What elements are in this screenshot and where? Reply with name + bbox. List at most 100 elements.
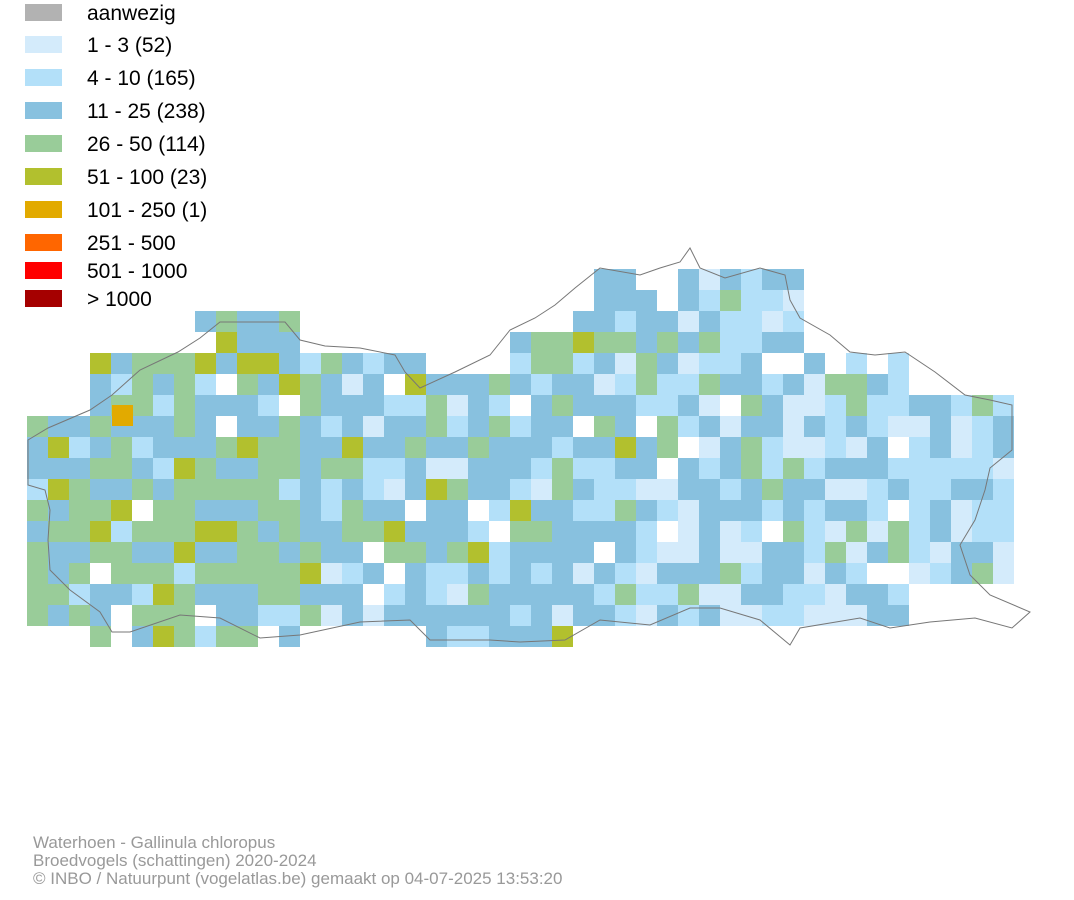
grid-cell bbox=[741, 479, 762, 500]
grid-cell bbox=[489, 479, 510, 500]
grid-cell bbox=[867, 416, 888, 437]
grid-cell bbox=[951, 521, 972, 542]
grid-cell bbox=[678, 605, 699, 626]
grid-cell bbox=[216, 605, 237, 626]
grid-cell bbox=[447, 437, 468, 458]
grid-cell bbox=[195, 416, 216, 437]
flanders-border bbox=[27, 247, 1031, 646]
grid-cell bbox=[90, 500, 111, 521]
grid-cell bbox=[489, 563, 510, 584]
grid-cell bbox=[153, 395, 174, 416]
grid-cell bbox=[153, 458, 174, 479]
grid-cell bbox=[699, 563, 720, 584]
grid-cell bbox=[363, 500, 384, 521]
legend-label: 251 - 500 bbox=[87, 232, 176, 255]
grid-cell bbox=[48, 458, 69, 479]
grid-cell bbox=[279, 563, 300, 584]
grid-cell bbox=[426, 542, 447, 563]
grid-cell bbox=[993, 542, 1014, 563]
grid-cell bbox=[741, 605, 762, 626]
grid-cell bbox=[132, 458, 153, 479]
grid-cell bbox=[615, 332, 636, 353]
grid-cell bbox=[720, 269, 741, 290]
grid-cell bbox=[573, 605, 594, 626]
grid-cell bbox=[447, 605, 468, 626]
grid-cell bbox=[825, 395, 846, 416]
grid-cell bbox=[153, 479, 174, 500]
grid-cell bbox=[363, 353, 384, 374]
grid-cell bbox=[300, 374, 321, 395]
grid-cell bbox=[216, 332, 237, 353]
grid-cell bbox=[993, 521, 1014, 542]
grid-cell bbox=[300, 479, 321, 500]
grid-cell bbox=[132, 374, 153, 395]
grid-cell bbox=[153, 563, 174, 584]
grid-cell bbox=[321, 479, 342, 500]
grid-cell bbox=[279, 626, 300, 647]
grid-cell bbox=[657, 542, 678, 563]
grid-cell bbox=[510, 500, 531, 521]
grid-cell bbox=[510, 479, 531, 500]
grid-cell bbox=[111, 458, 132, 479]
grid-cell bbox=[447, 542, 468, 563]
grid-cell bbox=[930, 437, 951, 458]
grid-cell bbox=[594, 290, 615, 311]
grid-cell bbox=[447, 395, 468, 416]
grid-cell bbox=[363, 437, 384, 458]
grid-cell bbox=[552, 332, 573, 353]
legend-label: 101 - 250 (1) bbox=[87, 199, 208, 222]
grid-cell bbox=[636, 311, 657, 332]
grid-cell bbox=[993, 437, 1014, 458]
grid-cell bbox=[69, 500, 90, 521]
grid-cell bbox=[111, 374, 132, 395]
grid-cell bbox=[468, 584, 489, 605]
grid-cell bbox=[489, 416, 510, 437]
grid-cell bbox=[741, 458, 762, 479]
grid-cell bbox=[825, 437, 846, 458]
grid-cell bbox=[48, 563, 69, 584]
grid-cell bbox=[174, 500, 195, 521]
grid-cell bbox=[741, 395, 762, 416]
grid-cell bbox=[48, 437, 69, 458]
grid-cell bbox=[741, 311, 762, 332]
grid-cell bbox=[615, 395, 636, 416]
grid-cell bbox=[573, 332, 594, 353]
grid-cell bbox=[174, 416, 195, 437]
grid-cell bbox=[615, 584, 636, 605]
grid-cell bbox=[321, 584, 342, 605]
grid-cell bbox=[363, 479, 384, 500]
grid-cell bbox=[888, 521, 909, 542]
grid-cell bbox=[825, 374, 846, 395]
grid-cell bbox=[930, 458, 951, 479]
grid-cell bbox=[804, 500, 825, 521]
grid-cell bbox=[384, 584, 405, 605]
grid-cell bbox=[888, 416, 909, 437]
grid-cell bbox=[993, 416, 1014, 437]
grid-cell bbox=[993, 563, 1014, 584]
grid-cell bbox=[636, 374, 657, 395]
grid-cell bbox=[531, 626, 552, 647]
grid-cell bbox=[573, 563, 594, 584]
grid-cell bbox=[720, 521, 741, 542]
grid-cell bbox=[69, 437, 90, 458]
grid-cell bbox=[216, 542, 237, 563]
grid-cell bbox=[384, 542, 405, 563]
grid-cell bbox=[972, 500, 993, 521]
grid-cell bbox=[510, 563, 531, 584]
grid-cell bbox=[489, 584, 510, 605]
grid-cell bbox=[972, 395, 993, 416]
grid-cell bbox=[867, 584, 888, 605]
grid-cell bbox=[846, 416, 867, 437]
grid-cell bbox=[195, 479, 216, 500]
grid-cell bbox=[426, 437, 447, 458]
grid-cell bbox=[321, 521, 342, 542]
grid-cell bbox=[846, 437, 867, 458]
grid-cell bbox=[783, 437, 804, 458]
grid-cell bbox=[531, 563, 552, 584]
grid-cell bbox=[783, 416, 804, 437]
grid-cell bbox=[90, 605, 111, 626]
grid-cell bbox=[762, 500, 783, 521]
grid-cell bbox=[342, 458, 363, 479]
grid-cell bbox=[615, 353, 636, 374]
grid-cell bbox=[342, 437, 363, 458]
